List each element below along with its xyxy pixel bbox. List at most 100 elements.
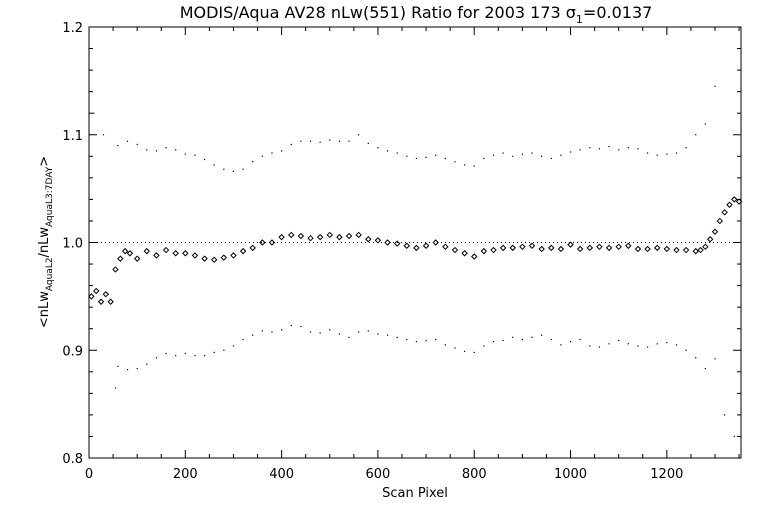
x-tick-label: 1200 — [650, 467, 683, 482]
data-point — [403, 242, 411, 249]
data-point — [692, 247, 699, 255]
x-tick-label: 400 — [269, 467, 294, 482]
data-point — [695, 134, 697, 136]
data-point — [483, 345, 485, 347]
series-mean — [88, 196, 743, 305]
data-point — [307, 234, 314, 242]
data-point — [461, 250, 468, 257]
data-point — [191, 252, 199, 259]
data-point — [666, 153, 668, 155]
y-tick-label: 0.8 — [62, 452, 83, 467]
data-point — [175, 355, 177, 357]
data-point — [618, 149, 620, 151]
data-point — [422, 242, 430, 249]
data-point — [203, 355, 206, 357]
data-point — [153, 252, 160, 259]
data-point — [358, 331, 360, 333]
data-point — [598, 148, 601, 150]
data-point — [567, 241, 574, 248]
data-point — [261, 330, 263, 332]
data-point — [143, 247, 150, 255]
data-point — [194, 355, 196, 357]
data-point — [711, 228, 719, 235]
data-point — [646, 346, 649, 348]
data-point — [704, 367, 706, 370]
data-point — [724, 414, 726, 416]
data-point — [271, 331, 273, 333]
data-point — [615, 243, 622, 251]
x-tick-label: 600 — [366, 467, 391, 482]
data-point — [702, 243, 709, 251]
data-point — [589, 147, 591, 149]
data-point — [634, 245, 642, 253]
data-point — [673, 246, 680, 254]
data-point — [579, 338, 581, 341]
data-point — [261, 155, 263, 157]
data-point — [290, 324, 292, 327]
data-point — [112, 266, 119, 273]
data-point — [319, 332, 321, 334]
x-tick-label: 200 — [173, 467, 198, 482]
y-axis-label: <nLwAquaL2/nLwAquaL3:7DAY> — [37, 156, 55, 328]
data-point — [97, 298, 105, 305]
data-point — [531, 336, 533, 338]
plot-area: 0 200 400 600 800 1000 1200 0.8 0.9 1.0 1.1 1.2 — [62, 21, 743, 482]
data-point — [290, 143, 292, 146]
x-tick-label: 0 — [85, 467, 93, 482]
data-point — [297, 232, 305, 240]
data-point — [625, 242, 632, 249]
data-point — [608, 146, 610, 148]
y-axis-label-main: <nLw — [37, 291, 52, 328]
data-point — [162, 246, 170, 254]
data-point — [454, 161, 456, 163]
data-point — [271, 152, 273, 154]
data-point — [288, 231, 295, 239]
data-point — [695, 357, 697, 359]
data-point — [155, 150, 158, 152]
data-point — [146, 149, 148, 151]
data-point — [126, 250, 134, 257]
data-point — [675, 152, 678, 154]
data-point — [714, 358, 716, 360]
data-point — [682, 246, 690, 254]
data-point — [117, 144, 119, 147]
data-point — [232, 345, 235, 347]
data-point — [463, 164, 466, 166]
data-point — [223, 168, 225, 170]
series-lower-envelope — [114, 324, 735, 438]
data-point — [358, 134, 360, 136]
data-point — [685, 349, 687, 351]
data-point — [685, 147, 687, 149]
data-point — [627, 147, 629, 149]
data-point — [396, 336, 398, 338]
data-point — [259, 239, 266, 246]
data-point — [598, 346, 601, 348]
data-point — [281, 329, 283, 331]
data-point — [406, 155, 408, 157]
data-point — [596, 243, 603, 251]
data-point — [338, 140, 340, 142]
data-point — [126, 369, 129, 371]
series-upper-envelope — [93, 85, 716, 172]
y-tick-label: 1.2 — [62, 21, 83, 36]
data-point — [136, 143, 138, 146]
data-point — [502, 152, 504, 154]
data-point — [107, 298, 114, 305]
data-point — [345, 232, 353, 240]
data-point — [384, 239, 391, 246]
data-point — [519, 243, 526, 251]
data-point — [706, 236, 714, 243]
data-point — [88, 293, 95, 300]
data-point — [735, 198, 743, 205]
data-point — [528, 242, 536, 249]
data-point — [309, 140, 312, 142]
data-point — [726, 201, 733, 208]
data-point — [365, 236, 372, 243]
chart-title-main: MODIS/Aqua AV28 nLw(551) Ratio for 2003 … — [180, 3, 576, 22]
data-point — [338, 333, 340, 335]
data-point — [93, 112, 95, 114]
data-point — [367, 142, 369, 144]
data-point — [415, 157, 418, 160]
data-point — [319, 141, 321, 143]
